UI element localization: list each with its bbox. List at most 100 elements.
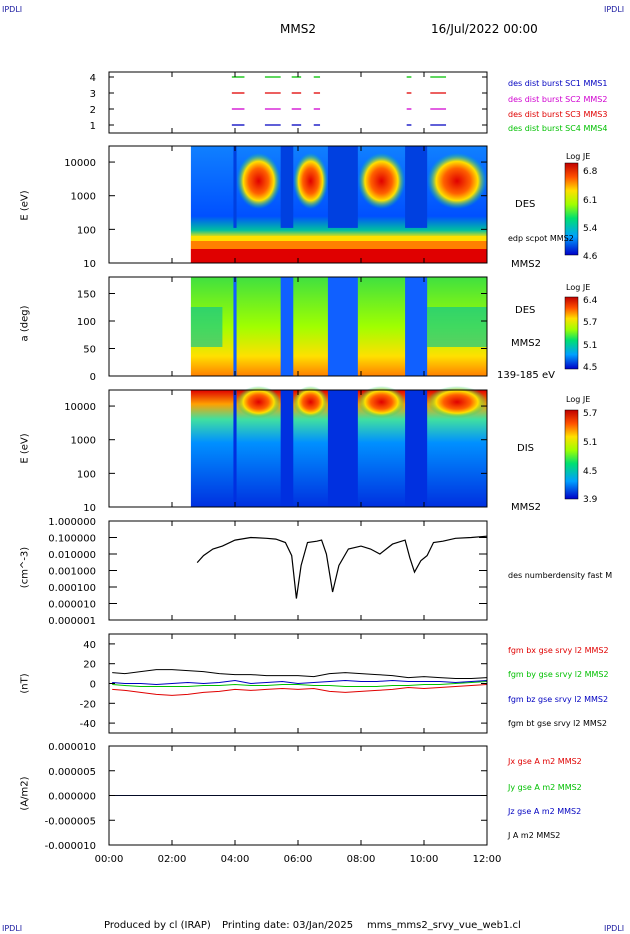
colorbar <box>564 296 579 370</box>
panel-frame <box>108 71 488 134</box>
colorbar1-tick: 6.1 <box>583 196 598 206</box>
tick-label: 100 <box>77 225 96 236</box>
spectrogram-gap <box>405 146 428 228</box>
pitch-gap <box>280 277 294 376</box>
des-label-p3: DES <box>515 305 536 316</box>
footer-produced-by: Produced by cl (IRAP) <box>104 920 211 931</box>
spectrogram-hot-region <box>427 153 488 209</box>
field-line <box>112 669 488 679</box>
legend-burst-sc1: des dist burst SC1 MMS1 <box>508 79 608 88</box>
spectrogram-hot-region <box>293 153 328 209</box>
dis-hot-region <box>357 386 406 418</box>
pitch-band <box>190 307 223 347</box>
dis-gap <box>405 390 428 507</box>
tick-label: 1.000000 <box>48 517 96 528</box>
tick-label: 10 <box>83 259 96 270</box>
colorbar1-tick: 4.6 <box>583 252 598 262</box>
tick-label: 50 <box>83 345 96 356</box>
dis-label: DIS <box>517 443 534 454</box>
spectrogram-gap <box>280 146 294 228</box>
dis-gap <box>233 390 237 507</box>
legend-jy: Jy gse A m2 MMS2 <box>508 783 582 792</box>
des-label: DES <box>515 199 536 210</box>
tick-label: 4 <box>90 73 96 84</box>
spectrogram-hot-region <box>357 153 406 209</box>
field-line <box>112 681 488 687</box>
density-line <box>196 535 488 599</box>
colorbar3-tick: 5.7 <box>583 409 598 419</box>
tick-label: 100 <box>77 469 96 480</box>
spectrogram-gap <box>233 146 237 228</box>
spectrogram-hot-region <box>236 153 281 209</box>
field-line <box>112 684 488 696</box>
legend-fgm-bx: fgm bx gse srvy l2 MMS2 <box>508 646 609 655</box>
pitch-band <box>427 307 487 347</box>
colorbar2-tick: 6.4 <box>583 296 598 306</box>
pitch-gap <box>327 277 358 376</box>
tick-label: -20 <box>80 699 96 710</box>
tick-label: 40 <box>83 640 96 651</box>
dis-hot-region <box>293 386 328 418</box>
x-tick-label: 00:00 <box>95 854 124 865</box>
footer-printing-date: Printing date: 03/Jan/2025 <box>222 920 354 931</box>
tick-label: 100 <box>77 317 96 328</box>
panel-frame <box>108 520 488 621</box>
tick-label: 0 <box>90 372 96 383</box>
colorbar3-tick: 3.9 <box>583 495 598 505</box>
dis-hot-region <box>427 386 488 418</box>
x-tick-label: 06:00 <box>284 854 313 865</box>
tick-label: 0.001000 <box>48 567 96 578</box>
legend-numberdensity: des numberdensity fast M <box>508 571 613 580</box>
spectrogram-gap <box>327 146 358 228</box>
colorbar2-tick: 5.7 <box>583 318 598 328</box>
dis-gap <box>327 390 358 507</box>
colorbar <box>564 409 579 500</box>
datetime-title: 16/Jul/2022 00:00 <box>431 22 538 36</box>
x-tick-label: 04:00 <box>221 854 250 865</box>
scpot-band <box>190 249 487 263</box>
tick-label: 0.000005 <box>48 767 96 778</box>
tick-label: 0.010000 <box>48 550 96 561</box>
tick-label: -40 <box>80 719 96 730</box>
scpot-band <box>190 236 487 241</box>
pitch-gap <box>405 277 428 376</box>
dis-hot-region <box>236 386 281 418</box>
mms2-label-p2: MMS2 <box>511 259 541 270</box>
legend-j: J A m2 MMS2 <box>508 831 561 840</box>
tick-label: 10000 <box>64 402 96 413</box>
legend-burst-sc3: des dist burst SC3 MMS3 <box>508 110 608 119</box>
ipdli-logo-bottom-left: IPDLI <box>2 924 23 933</box>
mms2-label-p4: MMS2 <box>511 502 541 513</box>
tick-label: 3 <box>90 89 96 100</box>
tick-label: 0.100000 <box>48 534 96 545</box>
tick-label: 1000 <box>71 436 96 447</box>
colorbar2-tick: 4.5 <box>583 363 598 373</box>
colorbar1-tick: 6.8 <box>583 167 598 177</box>
colorbar3-tick: 4.5 <box>583 467 598 477</box>
footer-filename: mms_mms2_srvy_vue_web1.cl <box>367 920 521 931</box>
legend-fgm-bt: fgm bt gse srvy l2 MMS2 <box>508 719 607 728</box>
ipdli-logo-bottom-right: IPDLI <box>604 924 625 933</box>
ipdli-logo-top-right: IPDLI <box>604 5 625 14</box>
mms2-label-p3: MMS2 <box>511 338 541 349</box>
spacecraft-title: MMS2 <box>280 22 316 36</box>
tick-label: 10000 <box>64 158 96 169</box>
field-line <box>112 679 488 686</box>
legend-burst-sc2: des dist burst SC2 MMS2 <box>508 95 608 104</box>
colorbar <box>564 162 579 256</box>
legend-burst-sc4: des dist burst SC4 MMS4 <box>508 124 608 133</box>
tick-label: 2 <box>90 105 96 116</box>
x-tick-label: 10:00 <box>410 854 439 865</box>
x-tick-label: 02:00 <box>158 854 187 865</box>
legend-jz: Jz gse A m2 MMS2 <box>508 807 582 816</box>
x-tick-label: 12:00 <box>473 854 502 865</box>
x-tick-label: 08:00 <box>347 854 376 865</box>
tick-label: -0.000005 <box>45 816 96 827</box>
pitch-gap <box>233 277 237 376</box>
tick-label: 1000 <box>71 192 96 203</box>
tick-label: 0.000010 <box>48 600 96 611</box>
legend-fgm-bz: fgm bz gse srvy l2 MMS2 <box>508 695 609 704</box>
tick-label: 0.000010 <box>48 742 96 753</box>
tick-label: 0.000000 <box>48 792 96 803</box>
